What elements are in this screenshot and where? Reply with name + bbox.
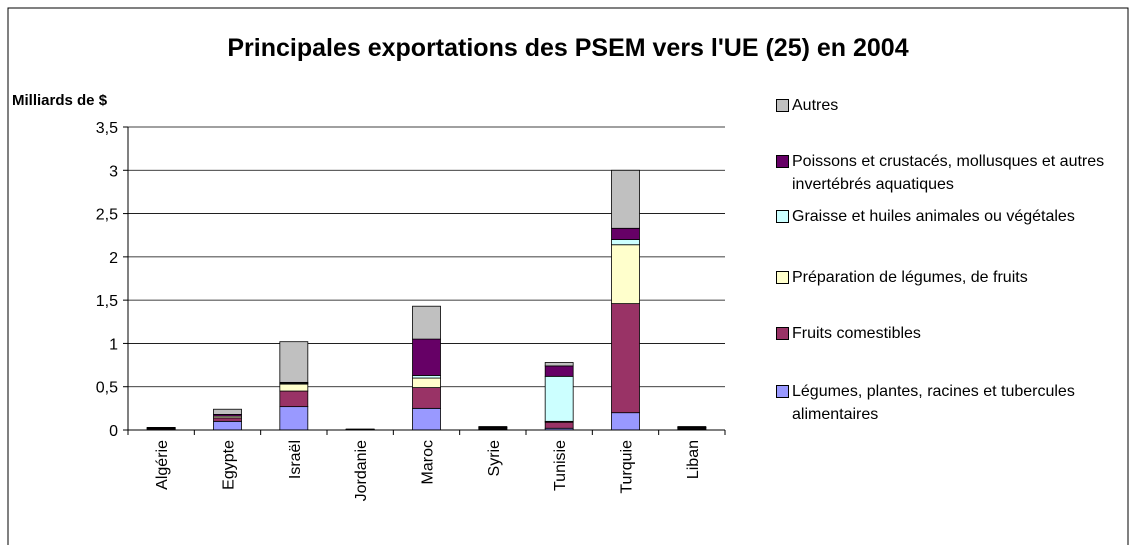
legend-item: Graisse et huiles animales ou végétales [776,205,1130,228]
legend-swatch [776,99,789,112]
bar-segment [412,407,441,431]
bar-segment [611,303,640,414]
bar-segment [412,387,441,409]
y-tick-label: 3 [109,163,118,180]
x-tick-label: Algérie [154,440,171,490]
bar-segment [611,169,640,229]
bar-segment [279,383,309,392]
legend-swatch [776,385,789,398]
legend-swatch [776,271,789,284]
legend-label: Légumes, plantes, racines et tubercules … [792,383,1075,423]
legend-label: Poissons et crustacés, mollusques et aut… [792,153,1105,193]
bar-segment [611,412,640,431]
bar-segment [412,305,441,340]
y-axis-label: Milliards de $ [12,92,108,109]
y-tick-label: 2 [109,250,118,267]
legend-swatch [776,155,789,168]
bar-segment [213,417,242,422]
bar-segment [611,244,640,305]
x-tick-label: Maroc [420,440,437,484]
legend-label: Graisse et huiles animales ou végétales [792,208,1075,225]
y-tick-label: 1,5 [96,293,118,310]
chart-border [7,7,1129,545]
x-tick-label: Israël [287,440,304,479]
chart-title: Principales exportations des PSEM vers l… [227,34,908,62]
x-tick-label: Egypte [221,440,238,490]
bar-segment [611,239,640,246]
y-tick-label: 0,5 [96,380,118,397]
bar-segment [544,362,574,367]
legend-label: Fruits comestibles [792,325,921,342]
x-tick-label: Syrie [486,440,503,477]
bar-segment [677,426,707,428]
bar-segment [213,420,242,431]
bar-segment [279,406,309,431]
bar-segment [412,377,441,388]
x-tick-label: Liban [685,440,702,479]
bar-segment [279,341,309,383]
legend-item: Fruits comestibles [776,322,1130,345]
bar-segment [544,421,574,429]
legend-swatch [776,210,789,223]
bar-segment [544,365,574,377]
legend-label: Préparation de légumes, de fruits [792,269,1028,286]
legend-swatch [776,327,789,340]
x-tick-label: Tunisie [552,440,569,491]
bar-segment [279,390,309,408]
legend-item: Préparation de légumes, de fruits [776,266,1130,289]
legend-item: Poissons et crustacés, mollusques et aut… [776,150,1130,196]
x-tick-label: Jordanie [353,440,370,501]
legend-label: Autres [792,97,839,114]
bar-segment [213,408,242,415]
y-tick-label: 3,5 [96,120,118,137]
bar-segment [611,227,640,240]
y-tick-label: 1 [109,336,118,353]
bar-segment [412,338,441,376]
bar-segment [544,375,574,422]
y-tick-label: 2,5 [96,207,118,224]
y-tick-label: 0 [109,423,118,440]
legend-item: Légumes, plantes, racines et tubercules … [776,380,1130,426]
legend-item: Autres [776,94,1130,117]
x-tick-label: Turquie [619,440,636,494]
